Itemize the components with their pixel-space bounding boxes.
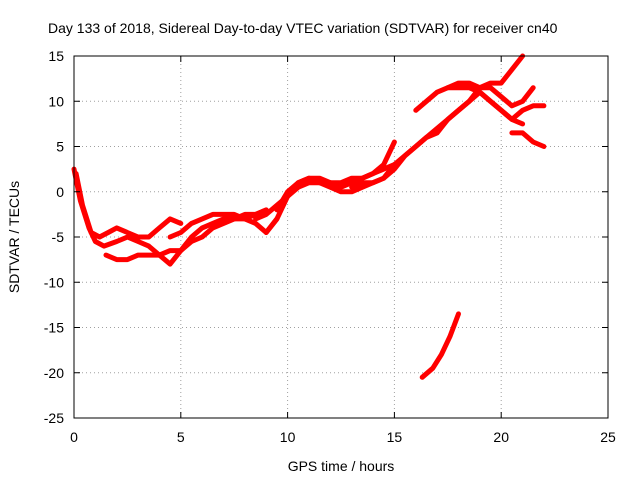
chart-title: Day 133 of 2018, Sidereal Day-to-day VTE… (48, 20, 558, 36)
y-tick-label: 10 (48, 93, 64, 109)
y-tick-label: -20 (44, 365, 64, 381)
x-tick-label: 20 (493, 429, 509, 445)
y-tick-label: -10 (44, 274, 64, 290)
series-line-track-d (167, 207, 269, 240)
x-tick-label: 5 (177, 429, 185, 445)
x-axis-label: GPS time / hours (288, 458, 395, 474)
x-tick-label: 0 (70, 429, 78, 445)
data-series (71, 53, 547, 380)
series-line-track-b (73, 171, 184, 240)
series-line-track-l (419, 311, 461, 380)
series-line-track-j (445, 80, 536, 109)
tick-labels: 0 5 10 15 20 25 -25 -20 -15 -10 -5 0 5 10 15 (44, 48, 616, 445)
y-tick-label: -5 (52, 229, 65, 245)
y-tick-label: 0 (56, 184, 64, 200)
x-tick-label: 10 (280, 429, 296, 445)
axis-ticks (73, 55, 609, 419)
series-line-track-i (413, 85, 526, 127)
series-line-track-k (509, 130, 547, 149)
y-tick-label: -15 (44, 320, 64, 336)
x-tick-label: 25 (600, 429, 616, 445)
y-tick-label: 5 (56, 139, 64, 155)
grid-lines (74, 56, 608, 418)
series-line-track-h (349, 53, 526, 190)
y-axis-label: SDTVAR / TECUs (6, 181, 22, 293)
y-tick-label: -25 (44, 410, 64, 426)
x-tick-label: 15 (387, 429, 403, 445)
y-tick-label: 15 (48, 48, 64, 64)
